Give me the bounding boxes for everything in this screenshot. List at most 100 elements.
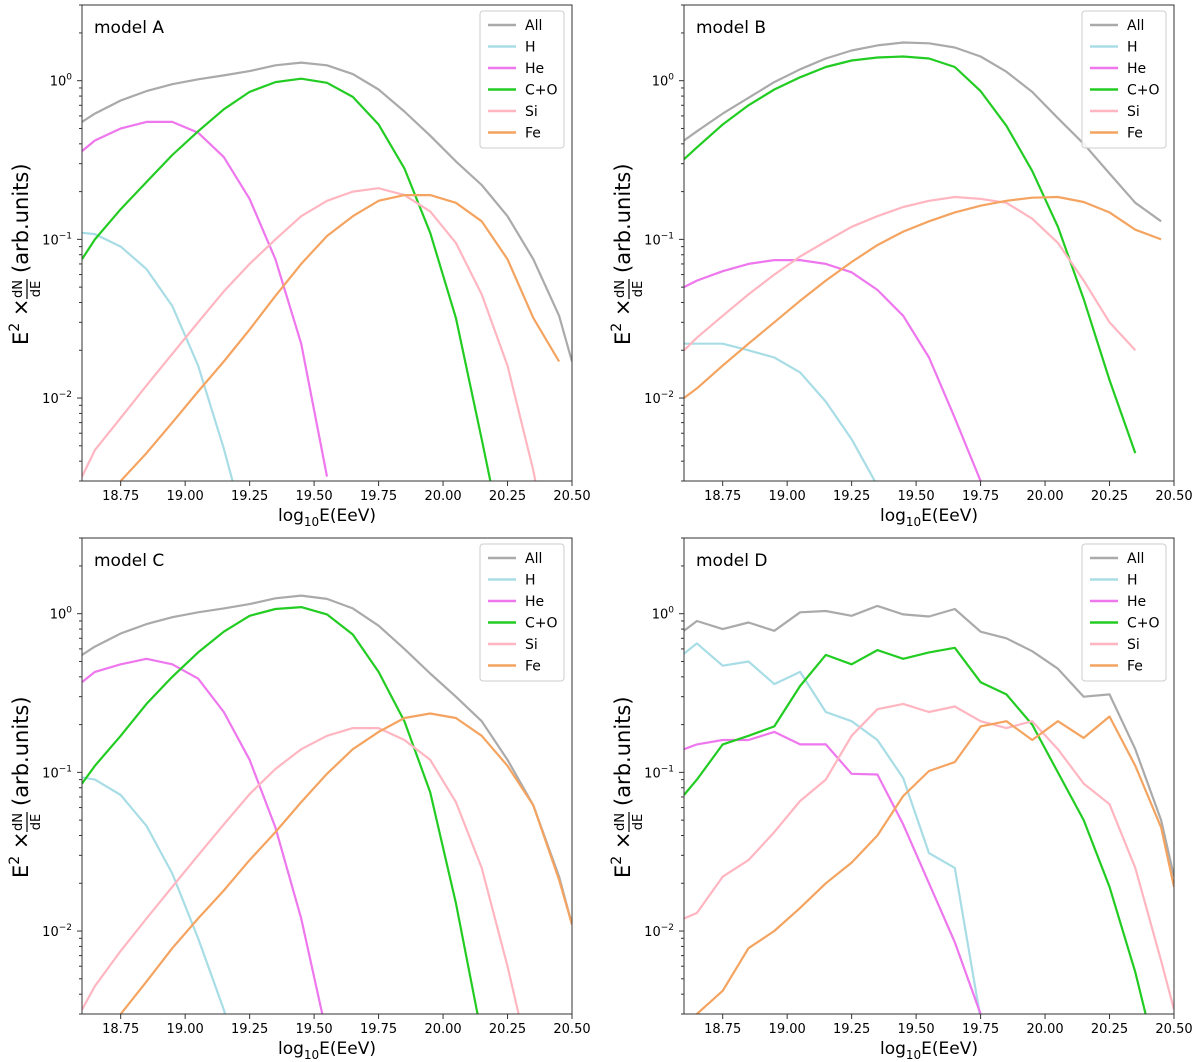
legend-label: Si [525,637,538,653]
panel-4: 18.75 19.00 19.25 19.50 19.75 20.00 20.25 20.50… [609,537,1193,1062]
x-axis-label: log10E(EeV) [278,1039,376,1062]
x-tick-label: 19.00 [769,1022,806,1037]
legend-box [479,543,565,682]
x-tick-label: 20.00 [1026,489,1063,504]
x-tick-label: 20.50 [1155,489,1192,504]
series-line-h [82,231,234,481]
svg-text:dE: dE [29,814,44,830]
x-tick-label: 20.25 [489,1022,526,1037]
x-tick-label: 19.50 [897,489,934,504]
x-tick-label: 18.75 [102,489,139,504]
legend-label: Si [1127,637,1140,653]
svg-text:dN: dN [11,813,26,831]
panel-3: 18.75 19.00 19.25 19.50 19.75 20.00 20.25 20.50… [7,537,591,1062]
legend-label: Si [1127,104,1140,120]
svg-text:dN: dN [613,280,628,298]
x-tick-label: 20.25 [1091,489,1128,504]
legend-box [479,10,565,149]
legend-box [1081,10,1167,149]
x-tick-label: 19.75 [962,489,999,504]
legend-label: He [1127,594,1146,610]
x-axis-label: log10E(EeV) [278,506,376,529]
y-tick-label: 100 [50,606,73,623]
x-tick-label: 20.25 [1091,1022,1128,1037]
x-tick-label: 19.00 [167,489,204,504]
legend-label: H [525,40,536,56]
series-line-all [82,61,572,362]
panel-2: 18.75 19.00 19.25 19.50 19.75 20.00 20.25 20.50… [609,4,1193,529]
legend-label: All [525,18,542,34]
x-tick-label: 19.50 [897,1022,934,1037]
series-line-all [82,594,572,925]
svg-text:E2 ×: E2 × [609,832,635,878]
panel-title: model B [696,18,766,38]
svg-text:dE: dE [631,814,646,830]
x-tick-label: 20.00 [424,1022,461,1037]
x-tick-label: 19.50 [295,1022,332,1037]
legend-label: C+O [525,83,558,99]
x-tick-label: 20.50 [1155,1022,1192,1037]
series-group [684,604,1174,1014]
legend-box [1081,543,1167,682]
legend-label: He [1127,61,1146,77]
series-line-co [684,646,1147,1014]
series-group [82,61,572,481]
x-tick-label: 18.75 [704,489,741,504]
svg-text:dE: dE [29,281,44,297]
x-tick-label: 19.75 [360,1022,397,1037]
series-group [684,41,1162,481]
legend: All H He C+O Si Fe [479,543,565,682]
svg-text:(arb.units): (arb.units) [9,163,33,273]
series-line-si [82,726,520,1014]
x-tick-label: 20.50 [553,489,590,504]
y-axis-label: E2 × dN dE (arb.units) [7,163,44,345]
series-line-h [684,642,981,1014]
y-tick-label: 100 [652,606,675,623]
legend-label: C+O [1127,616,1160,632]
y-tick-label: 10−2 [644,390,674,407]
x-tick-label: 19.75 [360,489,397,504]
panel-title: model C [94,551,164,571]
series-group [82,594,572,1014]
svg-text:(arb.units): (arb.units) [611,163,635,273]
panel-1: 18.75 19.00 19.25 19.50 19.75 20.00 20.25 20.50… [7,4,591,529]
x-tick-label: 19.25 [231,1022,268,1037]
svg-text:(arb.units): (arb.units) [9,696,33,806]
series-line-fe [119,712,572,1014]
legend: All H He C+O Si Fe [1081,10,1167,149]
series-line-he [684,259,982,481]
legend-label: All [1127,18,1144,34]
series-line-he [82,120,329,477]
plot-frame [683,4,1175,482]
y-tick-label: 100 [652,73,675,90]
panel-title: model D [696,551,767,571]
legend-label: He [525,61,544,77]
x-tick-label: 19.25 [231,489,268,504]
y-tick-label: 10−2 [644,923,674,940]
x-tick-label: 20.00 [1026,1022,1063,1037]
svg-text:dN: dN [613,813,628,831]
y-axis-label: E2 × dN dE (arb.units) [609,696,646,878]
y-tick-label: 10−1 [644,764,674,781]
y-axis-label: E2 × dN dE (arb.units) [7,696,44,878]
x-axis-label: log10E(EeV) [880,1039,978,1062]
legend-label: H [1127,40,1138,56]
svg-text:E2 ×: E2 × [7,832,33,878]
x-tick-label: 20.25 [489,489,526,504]
legend-label: H [1127,573,1138,589]
legend-label: All [1127,551,1144,567]
legend-label: Fe [525,659,541,675]
series-line-he [82,657,324,1014]
y-axis-label: E2 × dN dE (arb.units) [609,163,646,345]
plot-frame [683,537,1175,1015]
x-tick-label: 20.50 [553,1022,590,1037]
panel-title: model A [94,18,164,38]
y-tick-label: 10−1 [42,231,72,248]
legend-label: All [525,551,542,567]
legend-label: Fe [1127,659,1143,675]
x-axis-label: log10E(EeV) [880,506,978,529]
series-line-co [82,77,492,481]
series-line-h [82,776,227,1014]
plot-frame [81,4,573,482]
